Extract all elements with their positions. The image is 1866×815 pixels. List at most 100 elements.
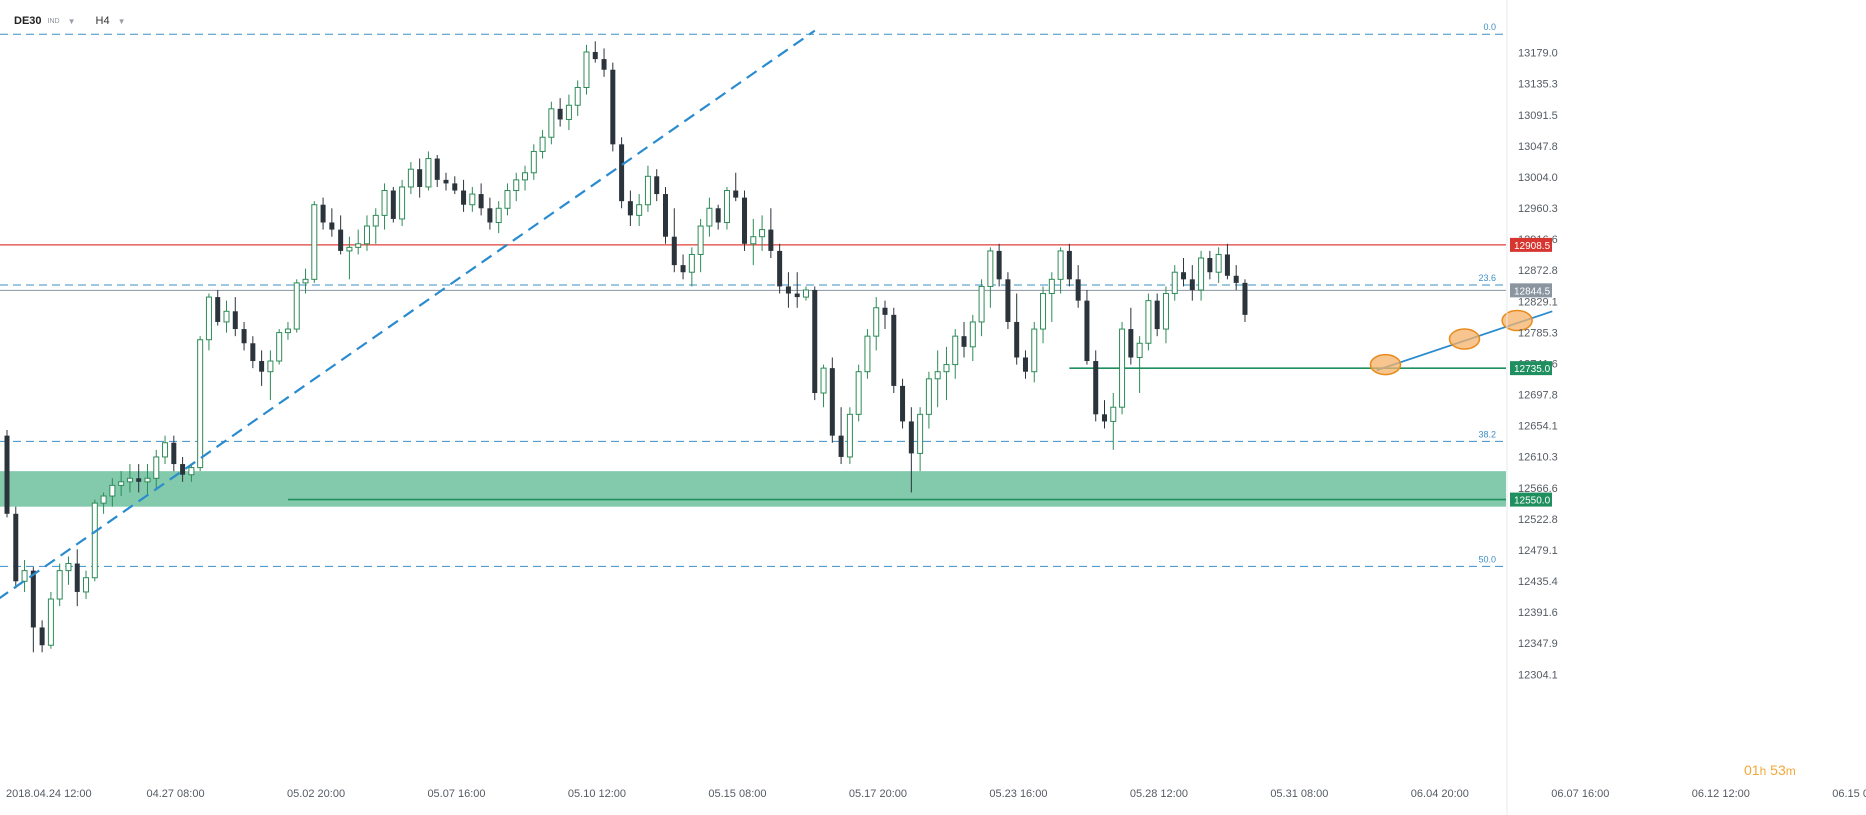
candle	[706, 197, 713, 237]
candle	[742, 190, 748, 251]
candle	[407, 162, 414, 195]
candle	[197, 336, 204, 472]
candle	[891, 307, 897, 394]
candle	[461, 179, 467, 212]
candle	[882, 300, 888, 330]
candle-body-bull	[197, 339, 204, 469]
support-price-tag-bg	[1510, 492, 1552, 507]
candle	[1233, 265, 1239, 290]
time-tick-label: 05.28 12:00	[1130, 788, 1188, 800]
candle-body-bear	[1207, 258, 1213, 273]
candle-body-bear	[1233, 275, 1239, 283]
candle-body-bull	[1110, 406, 1117, 422]
candle	[592, 41, 598, 63]
candle	[1128, 307, 1134, 365]
candle	[417, 158, 423, 198]
candle	[1171, 265, 1178, 301]
candle-body-bear	[417, 169, 423, 187]
candle	[267, 350, 274, 401]
support-price-tag-bg	[1510, 361, 1552, 376]
candle	[978, 279, 985, 337]
candle	[504, 183, 511, 216]
price-tick-label: 12391.6	[1518, 607, 1558, 619]
time-tick-label: 05.31 08:00	[1270, 788, 1328, 800]
countdown-hours-unit: h	[1759, 764, 1767, 778]
candle-body-bull	[302, 278, 309, 284]
candle	[1066, 243, 1072, 287]
candle	[768, 208, 774, 259]
candle-body-bear	[663, 194, 668, 237]
price-tick-label: 12435.4	[1518, 576, 1558, 588]
candle-body-bear	[329, 222, 335, 230]
candle	[381, 183, 388, 230]
candle-body-bull	[1057, 250, 1064, 280]
price-tick-label: 12522.8	[1518, 514, 1558, 526]
candle-body-bear	[39, 627, 45, 646]
candle-body-bull	[1198, 257, 1205, 291]
current-price-tag-text: 12844.5	[1514, 286, 1551, 297]
candle-body-bear	[733, 190, 739, 198]
candle-body-bear	[1242, 282, 1248, 315]
fib-label: 50.0	[1478, 554, 1496, 564]
chevron-down-icon[interactable]: ▼	[117, 16, 126, 26]
candle	[1040, 286, 1047, 344]
candle	[469, 186, 476, 212]
candle	[1093, 350, 1099, 422]
symbol-label[interactable]: DE30	[14, 15, 42, 27]
price-tick-label: 13004.0	[1518, 172, 1558, 184]
dashed-trendline	[0, 29, 816, 600]
candle-body-bull	[144, 477, 151, 483]
candle	[329, 208, 335, 237]
candle-body-bull	[495, 207, 502, 223]
candle-body-bear	[1084, 300, 1090, 362]
candle	[1215, 247, 1222, 283]
candle-body-bull	[267, 360, 274, 373]
price-tick-label: 12697.8	[1518, 390, 1558, 402]
candle-body-bull	[407, 168, 414, 188]
candle-body-bull	[873, 307, 880, 337]
candle-body-bull	[1031, 328, 1038, 373]
candle-body-bear	[461, 190, 467, 205]
candle-body-bull	[574, 86, 581, 106]
support-price-tag: 12735.0	[1510, 361, 1552, 376]
candle	[74, 549, 80, 607]
candle	[65, 556, 72, 585]
candle-body-bull	[1171, 271, 1178, 295]
candle-body-bear	[996, 250, 1002, 280]
candle-body-bear	[610, 69, 616, 145]
candle	[522, 165, 529, 191]
candle-body-bull	[565, 104, 572, 120]
candle	[293, 279, 300, 333]
candle-body-bear	[215, 297, 221, 322]
candle	[1162, 286, 1169, 344]
candle	[969, 314, 976, 362]
candle-body-bull	[65, 563, 72, 572]
candle-body-bull	[284, 328, 291, 334]
chevron-down-icon[interactable]: ▼	[67, 16, 76, 26]
candle-body-bear	[1005, 279, 1011, 322]
candle	[688, 247, 695, 287]
candle-body-bear	[1189, 279, 1195, 290]
countdown-hours: 01	[1744, 762, 1760, 778]
marker-ellipse	[1501, 309, 1533, 332]
time-tick-label: 2018.04.24 12:00	[6, 788, 92, 800]
candle-body-bull	[925, 378, 932, 415]
candle	[443, 172, 449, 191]
fib-label: 38.2	[1478, 429, 1496, 439]
candle-body-bull	[846, 413, 853, 458]
time-tick-label: 04.27 08:00	[146, 788, 204, 800]
candle-body-bear	[30, 570, 36, 628]
candle-body-bull	[548, 108, 555, 138]
candle-body-bull	[802, 289, 809, 298]
candle-body-bear	[882, 307, 888, 315]
candle-body-bear	[443, 179, 449, 184]
candle-body-bear	[452, 183, 458, 191]
price-tags-layer: 12908.5 12735.0 12550.0 12844.5	[1510, 237, 1552, 507]
candle	[136, 464, 142, 493]
candle	[302, 268, 309, 294]
current-price-tag-bg	[1510, 283, 1552, 298]
timeframe-selector[interactable]: H4	[95, 15, 110, 27]
candle-body-bull	[1136, 342, 1143, 358]
candle	[434, 154, 440, 187]
